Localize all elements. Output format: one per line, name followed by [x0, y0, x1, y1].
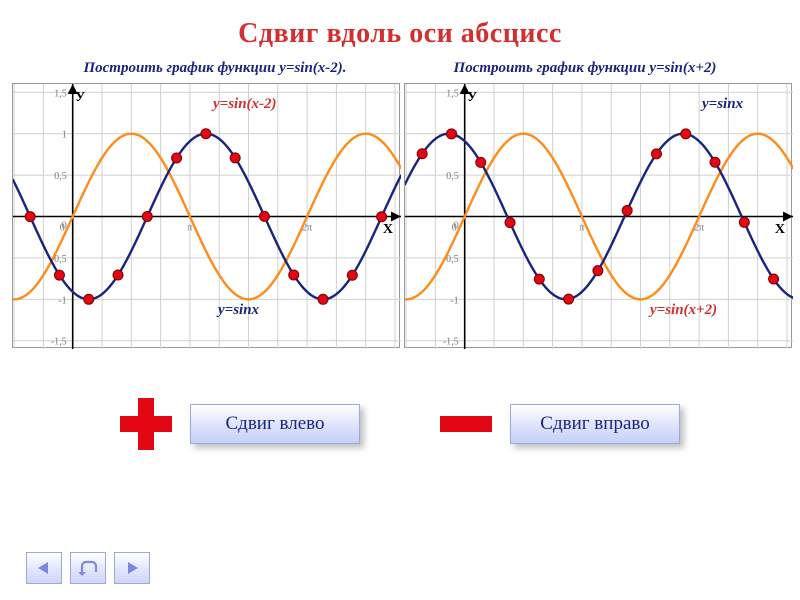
subtitle-left: Построить график функции у=sin(x-2).: [30, 60, 400, 77]
legend-pill-left: Сдвиг влево: [190, 404, 360, 444]
svg-text:-1: -1: [58, 295, 66, 306]
subtitle-right: Построить график функции у=sin(x+2): [400, 60, 770, 77]
chart-right: -1,5-1-0,50,511,50π2π0 У Х y=sin(x+2)y=s…: [404, 83, 792, 348]
chart-left: -1,5-1-0,50,511,50π2π0 У Х y=sin(x-2)y=s…: [12, 83, 400, 348]
svg-text:1: 1: [62, 130, 67, 141]
svg-text:0,5: 0,5: [54, 171, 67, 182]
legend-pill-right: Сдвиг вправо: [510, 404, 680, 444]
chart-svg: -1,5-1-0,50,511,50π2π0: [405, 84, 793, 349]
svg-text:π: π: [187, 223, 192, 234]
legend-left: Сдвиг влево: [120, 398, 360, 450]
title-text: Сдвиг вдоль оси абсцисс: [238, 18, 562, 49]
nav-return-button[interactable]: [70, 552, 106, 584]
legend-right: Сдвиг вправо: [440, 398, 680, 450]
charts-row: -1,5-1-0,50,511,50π2π0 У Х y=sin(x-2)y=s…: [0, 83, 800, 348]
svg-text:0,5: 0,5: [446, 171, 459, 182]
svg-text:-1,5: -1,5: [51, 337, 67, 348]
return-icon: [78, 560, 98, 576]
x-axis-label: Х: [383, 222, 393, 238]
subtitles-row: Построить график функции у=sin(x-2). Пос…: [0, 50, 800, 83]
legend-row: Сдвиг влево Сдвиг вправо: [0, 398, 800, 450]
nav-next-button[interactable]: [114, 552, 150, 584]
y-axis-label: У: [467, 90, 477, 106]
triangle-left-icon: [36, 560, 52, 576]
chart-svg: -1,5-1-0,50,511,50π2π0: [13, 84, 401, 349]
svg-text:-1: -1: [450, 295, 458, 306]
triangle-right-icon: [124, 560, 140, 576]
x-axis-label: Х: [775, 222, 785, 238]
svg-text:-1,5: -1,5: [443, 337, 459, 348]
page-title: Сдвиг вдоль оси абсцисс: [0, 0, 800, 50]
nav-row: [26, 552, 150, 584]
plus-icon: [120, 398, 172, 450]
svg-text:1,5: 1,5: [446, 88, 459, 99]
nav-prev-button[interactable]: [26, 552, 62, 584]
svg-text:π: π: [579, 223, 584, 234]
minus-icon: [440, 398, 492, 450]
svg-text:1,5: 1,5: [54, 88, 67, 99]
y-axis-label: У: [75, 90, 85, 106]
